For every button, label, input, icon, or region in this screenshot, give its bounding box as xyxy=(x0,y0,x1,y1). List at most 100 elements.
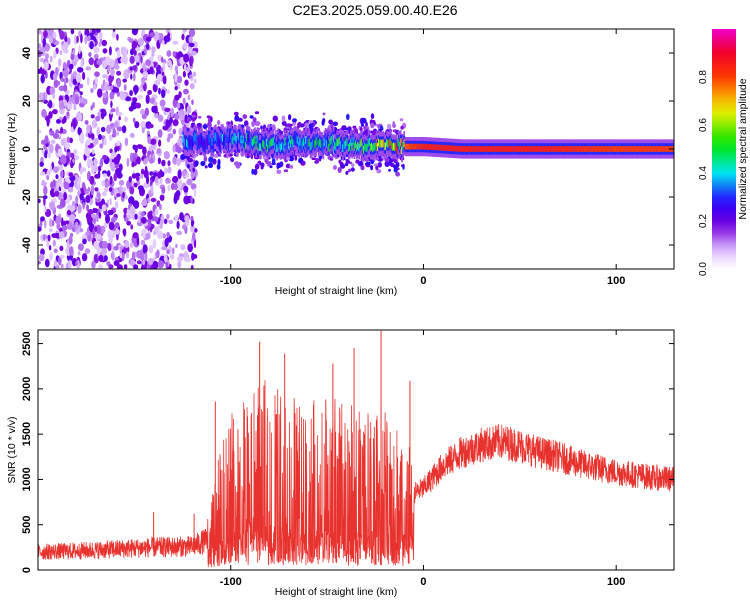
noise-blob xyxy=(77,112,83,121)
ridge-cell xyxy=(548,146,550,152)
ridge-cell xyxy=(399,138,402,147)
noise-blob xyxy=(101,39,107,47)
ridge-cell xyxy=(657,146,660,152)
halo-blob xyxy=(208,156,214,163)
ridge-cell xyxy=(627,146,630,152)
ridge-cell xyxy=(580,146,582,152)
noise-blob xyxy=(177,260,182,269)
noise-blob xyxy=(178,253,185,258)
noise-blob xyxy=(74,34,77,45)
noise-blob xyxy=(152,83,158,93)
noise-blob xyxy=(182,97,186,105)
ridge-cell xyxy=(386,139,388,147)
ridge-cell xyxy=(433,144,436,151)
noise-blob xyxy=(163,254,168,263)
noise-blob xyxy=(136,236,140,246)
noise-blob xyxy=(62,69,69,78)
noise-blob xyxy=(79,83,84,89)
noise-blob xyxy=(98,31,103,40)
noise-blob xyxy=(166,266,172,269)
noise-blob xyxy=(177,179,183,188)
noise-blob xyxy=(44,219,47,229)
noise-blob xyxy=(122,228,126,235)
snr-y-tick-label: 1000 xyxy=(21,467,33,491)
ridge-cell xyxy=(317,140,320,149)
ridge-cell xyxy=(588,146,591,152)
ridge-cell xyxy=(512,146,514,152)
noise-blob xyxy=(50,181,54,189)
ridge-cell xyxy=(663,146,666,152)
ridge-cell xyxy=(470,146,473,152)
ridge-cell xyxy=(190,139,193,148)
ridge-cell xyxy=(551,146,554,152)
halo-blob xyxy=(254,111,260,115)
ridge-cell xyxy=(219,141,222,149)
noise-blob xyxy=(39,57,44,63)
noise-blob xyxy=(129,132,135,138)
noise-blob xyxy=(117,56,122,64)
noise-blob xyxy=(151,46,156,54)
ridge-cell xyxy=(374,142,377,151)
noise-blob xyxy=(133,84,139,94)
ridge-cell xyxy=(598,146,601,152)
ridge-cell xyxy=(549,146,551,152)
ridge-cell xyxy=(248,134,251,143)
noise-blob xyxy=(174,86,178,91)
noise-blob xyxy=(156,230,164,240)
ridge-cell xyxy=(544,146,547,152)
noise-blob xyxy=(60,263,64,269)
noise-blob xyxy=(167,185,171,192)
ridge-cell xyxy=(447,145,450,151)
ridge-cell xyxy=(582,146,585,152)
noise-blob xyxy=(192,232,196,242)
noise-blob xyxy=(118,186,123,192)
halo-blob xyxy=(288,123,293,127)
ridge-cell xyxy=(486,146,489,152)
ridge-cell xyxy=(208,134,210,142)
noise-blob xyxy=(101,204,107,212)
noise-blob xyxy=(114,121,119,128)
ridge-cell xyxy=(388,139,391,148)
halo-blob xyxy=(388,168,391,172)
noise-blob xyxy=(67,186,74,193)
noise-blob xyxy=(181,33,185,41)
ridge-cell xyxy=(552,146,555,152)
noise-blob xyxy=(81,253,88,262)
noise-blob xyxy=(68,235,73,245)
ridge-cell xyxy=(659,146,661,152)
ridge-cell xyxy=(290,139,292,148)
ridge-cell xyxy=(529,146,532,152)
ridge-cell xyxy=(585,146,587,152)
ridge-cell xyxy=(441,144,444,151)
halo-blob xyxy=(355,159,360,164)
noise-blob xyxy=(53,50,57,59)
noise-blob xyxy=(162,40,165,45)
ridge-cell xyxy=(270,138,273,147)
ridge-cell xyxy=(313,137,315,146)
ridge-cell xyxy=(432,144,434,151)
noise-blob xyxy=(174,65,179,72)
noise-blob xyxy=(60,77,65,83)
noise-blob xyxy=(188,29,196,38)
halo-blob xyxy=(345,158,349,162)
noise-blob xyxy=(47,234,51,242)
ridge-cell xyxy=(579,146,581,152)
halo-blob xyxy=(332,165,337,170)
ridge-cell xyxy=(467,146,469,152)
ridge-cell xyxy=(479,146,482,152)
noise-blob xyxy=(157,129,163,138)
ridge-cell xyxy=(619,146,622,152)
ridge-cell xyxy=(495,146,498,152)
noise-blob xyxy=(190,264,194,269)
noise-blob xyxy=(186,105,192,114)
colorbar-tick-label: 0.0 xyxy=(698,262,709,276)
noise-blob xyxy=(93,240,99,250)
snr-x-tick-label: 0 xyxy=(420,576,426,588)
noise-blob xyxy=(52,239,56,247)
ridge-cell xyxy=(417,143,419,150)
ridge-cell xyxy=(302,138,305,147)
halo-blob xyxy=(281,115,286,122)
ridge-cell xyxy=(491,146,493,152)
halo-blob xyxy=(230,157,235,163)
ridge-cell xyxy=(608,146,610,152)
